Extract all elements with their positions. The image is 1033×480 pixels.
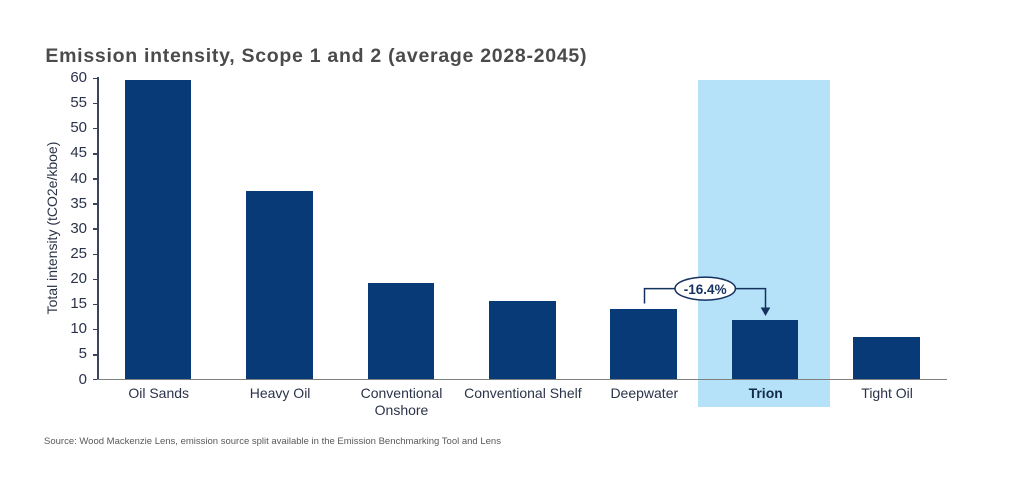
svg-text:-16.4%: -16.4% bbox=[684, 282, 727, 297]
